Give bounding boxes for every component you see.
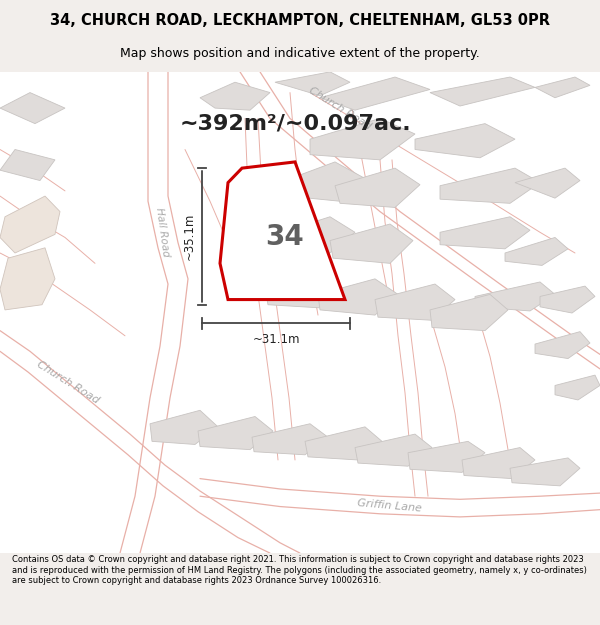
Text: Hall Road: Hall Road xyxy=(154,207,170,258)
Polygon shape xyxy=(305,427,382,460)
Polygon shape xyxy=(440,217,530,249)
Text: 34: 34 xyxy=(266,224,304,251)
Polygon shape xyxy=(150,410,218,444)
Polygon shape xyxy=(0,248,55,310)
Text: 34, CHURCH ROAD, LECKHAMPTON, CHELTENHAM, GL53 0PR: 34, CHURCH ROAD, LECKHAMPTON, CHELTENHAM… xyxy=(50,12,550,28)
Polygon shape xyxy=(335,168,420,208)
Polygon shape xyxy=(198,416,273,449)
Text: ~31.1m: ~31.1m xyxy=(252,333,300,346)
Text: Church Road: Church Road xyxy=(35,359,101,406)
Polygon shape xyxy=(375,284,455,320)
Polygon shape xyxy=(430,294,508,331)
Polygon shape xyxy=(540,286,595,313)
Text: Map shows position and indicative extent of the property.: Map shows position and indicative extent… xyxy=(120,48,480,61)
Polygon shape xyxy=(310,119,415,160)
Polygon shape xyxy=(0,149,55,181)
Polygon shape xyxy=(555,375,600,400)
Polygon shape xyxy=(0,92,65,124)
Polygon shape xyxy=(515,168,580,198)
Polygon shape xyxy=(265,272,342,308)
Polygon shape xyxy=(475,282,555,311)
Polygon shape xyxy=(462,448,535,479)
Polygon shape xyxy=(0,72,600,553)
Polygon shape xyxy=(355,434,432,466)
Text: Griffin Lane: Griffin Lane xyxy=(358,498,422,513)
Polygon shape xyxy=(200,82,270,110)
Text: Contains OS data © Crown copyright and database right 2021. This information is : Contains OS data © Crown copyright and d… xyxy=(12,555,587,585)
Polygon shape xyxy=(252,424,328,455)
Polygon shape xyxy=(535,332,590,359)
Text: Church Road: Church Road xyxy=(307,85,373,131)
Polygon shape xyxy=(440,168,540,203)
Polygon shape xyxy=(535,77,590,98)
Polygon shape xyxy=(0,196,60,253)
Polygon shape xyxy=(275,72,350,96)
Polygon shape xyxy=(330,224,413,263)
Polygon shape xyxy=(285,162,365,201)
Text: ~35.1m: ~35.1m xyxy=(182,213,196,260)
Polygon shape xyxy=(318,279,398,315)
Polygon shape xyxy=(415,124,515,158)
Polygon shape xyxy=(510,458,580,486)
Polygon shape xyxy=(408,441,485,472)
Polygon shape xyxy=(430,77,535,106)
Polygon shape xyxy=(320,77,430,110)
Polygon shape xyxy=(220,162,345,299)
Polygon shape xyxy=(505,238,568,266)
Polygon shape xyxy=(275,217,355,253)
Text: ~392m²/~0.097ac.: ~392m²/~0.097ac. xyxy=(179,114,411,134)
